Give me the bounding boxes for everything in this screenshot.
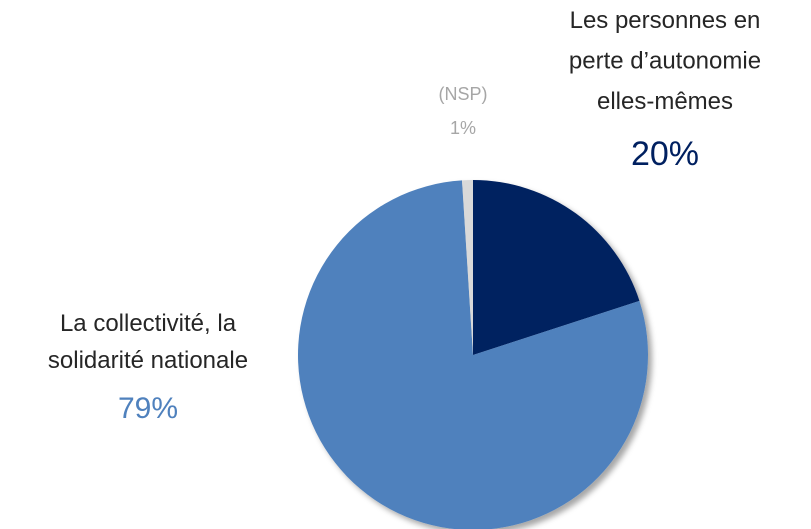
value-label: 79% xyxy=(118,392,178,425)
pie-slice xyxy=(473,180,640,355)
value-label: 20% xyxy=(631,135,699,173)
label-line: elles-mêmes xyxy=(597,88,733,115)
label-line: perte d’autonomie xyxy=(569,48,761,75)
slice-label: (NSP) xyxy=(439,84,488,104)
label-line: La collectivité, la xyxy=(60,310,237,337)
slice-label: La collectivité, la solidarité nationale xyxy=(48,310,248,374)
value-label: 1% xyxy=(450,118,476,138)
pie-slice xyxy=(462,180,473,355)
label-line: solidarité nationale xyxy=(48,347,248,374)
pie-slice xyxy=(298,180,649,529)
label-line: (NSP) xyxy=(439,84,488,104)
slice-label: Les personnes en perte d’autonomie elles-m… xyxy=(569,7,761,115)
label-line: Les personnes en xyxy=(570,7,761,34)
pie xyxy=(298,180,649,529)
